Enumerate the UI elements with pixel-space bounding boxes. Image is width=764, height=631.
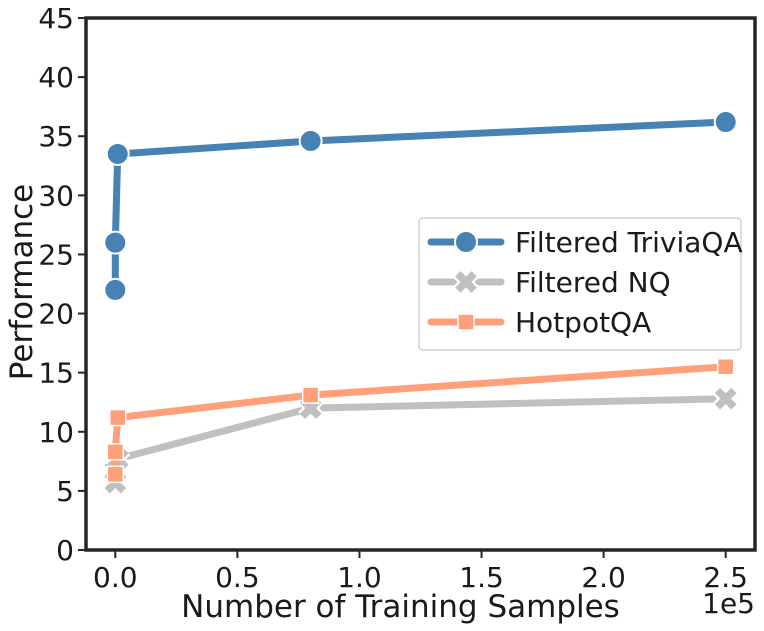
legend-box [418, 217, 742, 351]
legend: Filtered TriviaQA Filtered NQ HotpotQA [418, 217, 743, 351]
series-layer [102, 110, 739, 496]
series-line [111, 363, 730, 478]
y-tick-label: 40 [38, 61, 74, 94]
legend-item: Filtered NQ [427, 266, 671, 299]
y-tick-label: 45 [38, 2, 74, 35]
data-point [713, 110, 738, 135]
legend-label: Filtered NQ [515, 266, 671, 299]
data-point [716, 358, 735, 376]
series-filtered-triviaqa [103, 110, 738, 302]
legend-item: HotpotQA [427, 306, 651, 339]
axes-layer: 0 5 10 15 20 25 30 35 40 45 0.0 0.5 1.0 1.5 2.0 2.5 Numb… [4, 2, 757, 625]
y-axis-label: Performance [4, 184, 40, 380]
legend-label: HotpotQA [515, 306, 651, 339]
data-point [105, 141, 130, 166]
y-tick-label: 25 [38, 238, 74, 271]
data-point [301, 386, 320, 404]
data-point [103, 277, 128, 302]
data-point [713, 386, 739, 412]
x-offset-label: 1e5 [702, 587, 755, 620]
y-tick-label: 30 [38, 179, 74, 212]
x-tick-label: 1.5 [459, 561, 504, 594]
y-tick-label: 35 [38, 120, 74, 153]
y-tick-label: 5 [56, 475, 74, 508]
plot-frame [84, 16, 757, 552]
data-point [106, 443, 125, 461]
x-tick-label: 0.5 [215, 561, 260, 594]
y-tick-label: 20 [38, 298, 74, 331]
x-tick-label: 0.0 [93, 561, 138, 594]
series-line [111, 395, 730, 487]
data-point [108, 408, 127, 427]
y-tick-label: 0 [56, 534, 74, 567]
legend-marker [453, 269, 479, 295]
legend-marker [454, 230, 478, 254]
y-tick-label: 15 [38, 357, 74, 390]
x-tick-label: 2.5 [703, 561, 748, 594]
x-tick-label: 1.0 [337, 561, 382, 594]
data-point [103, 230, 128, 255]
legend-label: Filtered TriviaQA [515, 226, 743, 259]
data-point [298, 128, 323, 153]
x-axis-label: Number of Training Samples [181, 589, 620, 625]
y-tick-label: 10 [38, 416, 74, 449]
series-hotpotqa [106, 358, 735, 484]
legend-marker [457, 313, 475, 331]
marker-x-stroke [455, 271, 477, 293]
x-tick-label: 2.0 [581, 561, 626, 594]
marker-x-stroke [714, 387, 737, 410]
data-point [106, 465, 125, 484]
legend-item: Filtered TriviaQA [427, 226, 743, 259]
